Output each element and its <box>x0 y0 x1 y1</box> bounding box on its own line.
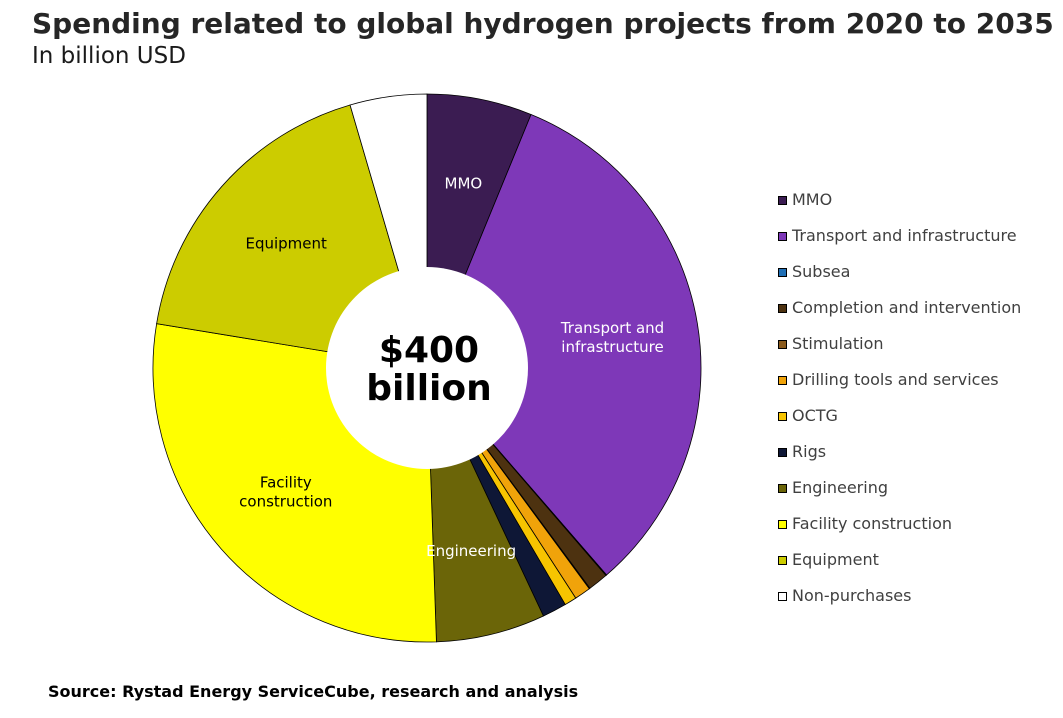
legend-label: Subsea <box>792 262 851 281</box>
slice-label-facility-construction: Facility construction <box>239 474 332 511</box>
slice-label-equipment: Equipment <box>245 234 327 252</box>
legend-label: Rigs <box>792 442 827 461</box>
center-total-value: $400 <box>379 330 479 371</box>
source-note: Source: Rystad Energy ServiceCube, resea… <box>48 682 579 701</box>
center-total-unit: billion <box>366 368 492 409</box>
legend-swatch <box>778 376 787 385</box>
legend-label: Facility construction <box>792 514 952 533</box>
legend-swatch <box>778 268 787 277</box>
donut-hole <box>326 267 528 469</box>
legend-item-mmo: MMO <box>778 190 1038 226</box>
legend-label: Engineering <box>792 478 888 497</box>
legend-swatch <box>778 556 787 565</box>
legend-item-drilling-tools-and-services: Drilling tools and services <box>778 370 1038 406</box>
legend-item-engineering: Engineering <box>778 478 1038 514</box>
legend-label: Stimulation <box>792 334 884 353</box>
legend-item-facility-construction: Facility construction <box>778 514 1038 550</box>
legend-item-rigs: Rigs <box>778 442 1038 478</box>
legend-swatch <box>778 340 787 349</box>
legend-item-non-purchases: Non-purchases <box>778 586 1038 622</box>
legend-item-stimulation: Stimulation <box>778 334 1038 370</box>
legend-swatch <box>778 592 787 601</box>
legend-item-equipment: Equipment <box>778 550 1038 586</box>
legend-label: Completion and intervention <box>792 298 1022 317</box>
legend-item-transport-and-infrastructure: Transport and infrastructure <box>778 226 1038 262</box>
slice-label-engineering: Engineering <box>426 542 516 560</box>
chart-subtitle: In billion USD <box>32 43 186 69</box>
legend-label: Drilling tools and services <box>792 370 999 389</box>
legend-swatch <box>778 412 787 421</box>
legend-swatch <box>778 520 787 529</box>
legend-label: Non-purchases <box>792 586 912 605</box>
legend-label: MMO <box>792 190 833 209</box>
legend-label: Transport and infrastructure <box>792 226 1017 245</box>
legend-swatch <box>778 304 787 313</box>
slice-label-transport-and-infrastructure: Transport and infrastructure <box>560 319 664 356</box>
legend-swatch <box>778 196 787 205</box>
legend-item-octg: OCTG <box>778 406 1038 442</box>
legend-item-subsea: Subsea <box>778 262 1038 298</box>
slice-transport-and-infrastructure <box>426 113 702 576</box>
chart-title: Spending related to global hydrogen proj… <box>32 7 1054 40</box>
legend-item-completion-and-intervention: Completion and intervention <box>778 298 1038 334</box>
legend-label: Equipment <box>792 550 879 569</box>
legend-swatch <box>778 232 787 241</box>
legend-label: OCTG <box>792 406 838 425</box>
legend-swatch <box>778 484 787 493</box>
legend-swatch <box>778 448 787 457</box>
chart-legend: MMO Transport and infrastructure Subsea Com… <box>778 190 1038 622</box>
slice-label-mmo: MMO <box>445 175 483 193</box>
